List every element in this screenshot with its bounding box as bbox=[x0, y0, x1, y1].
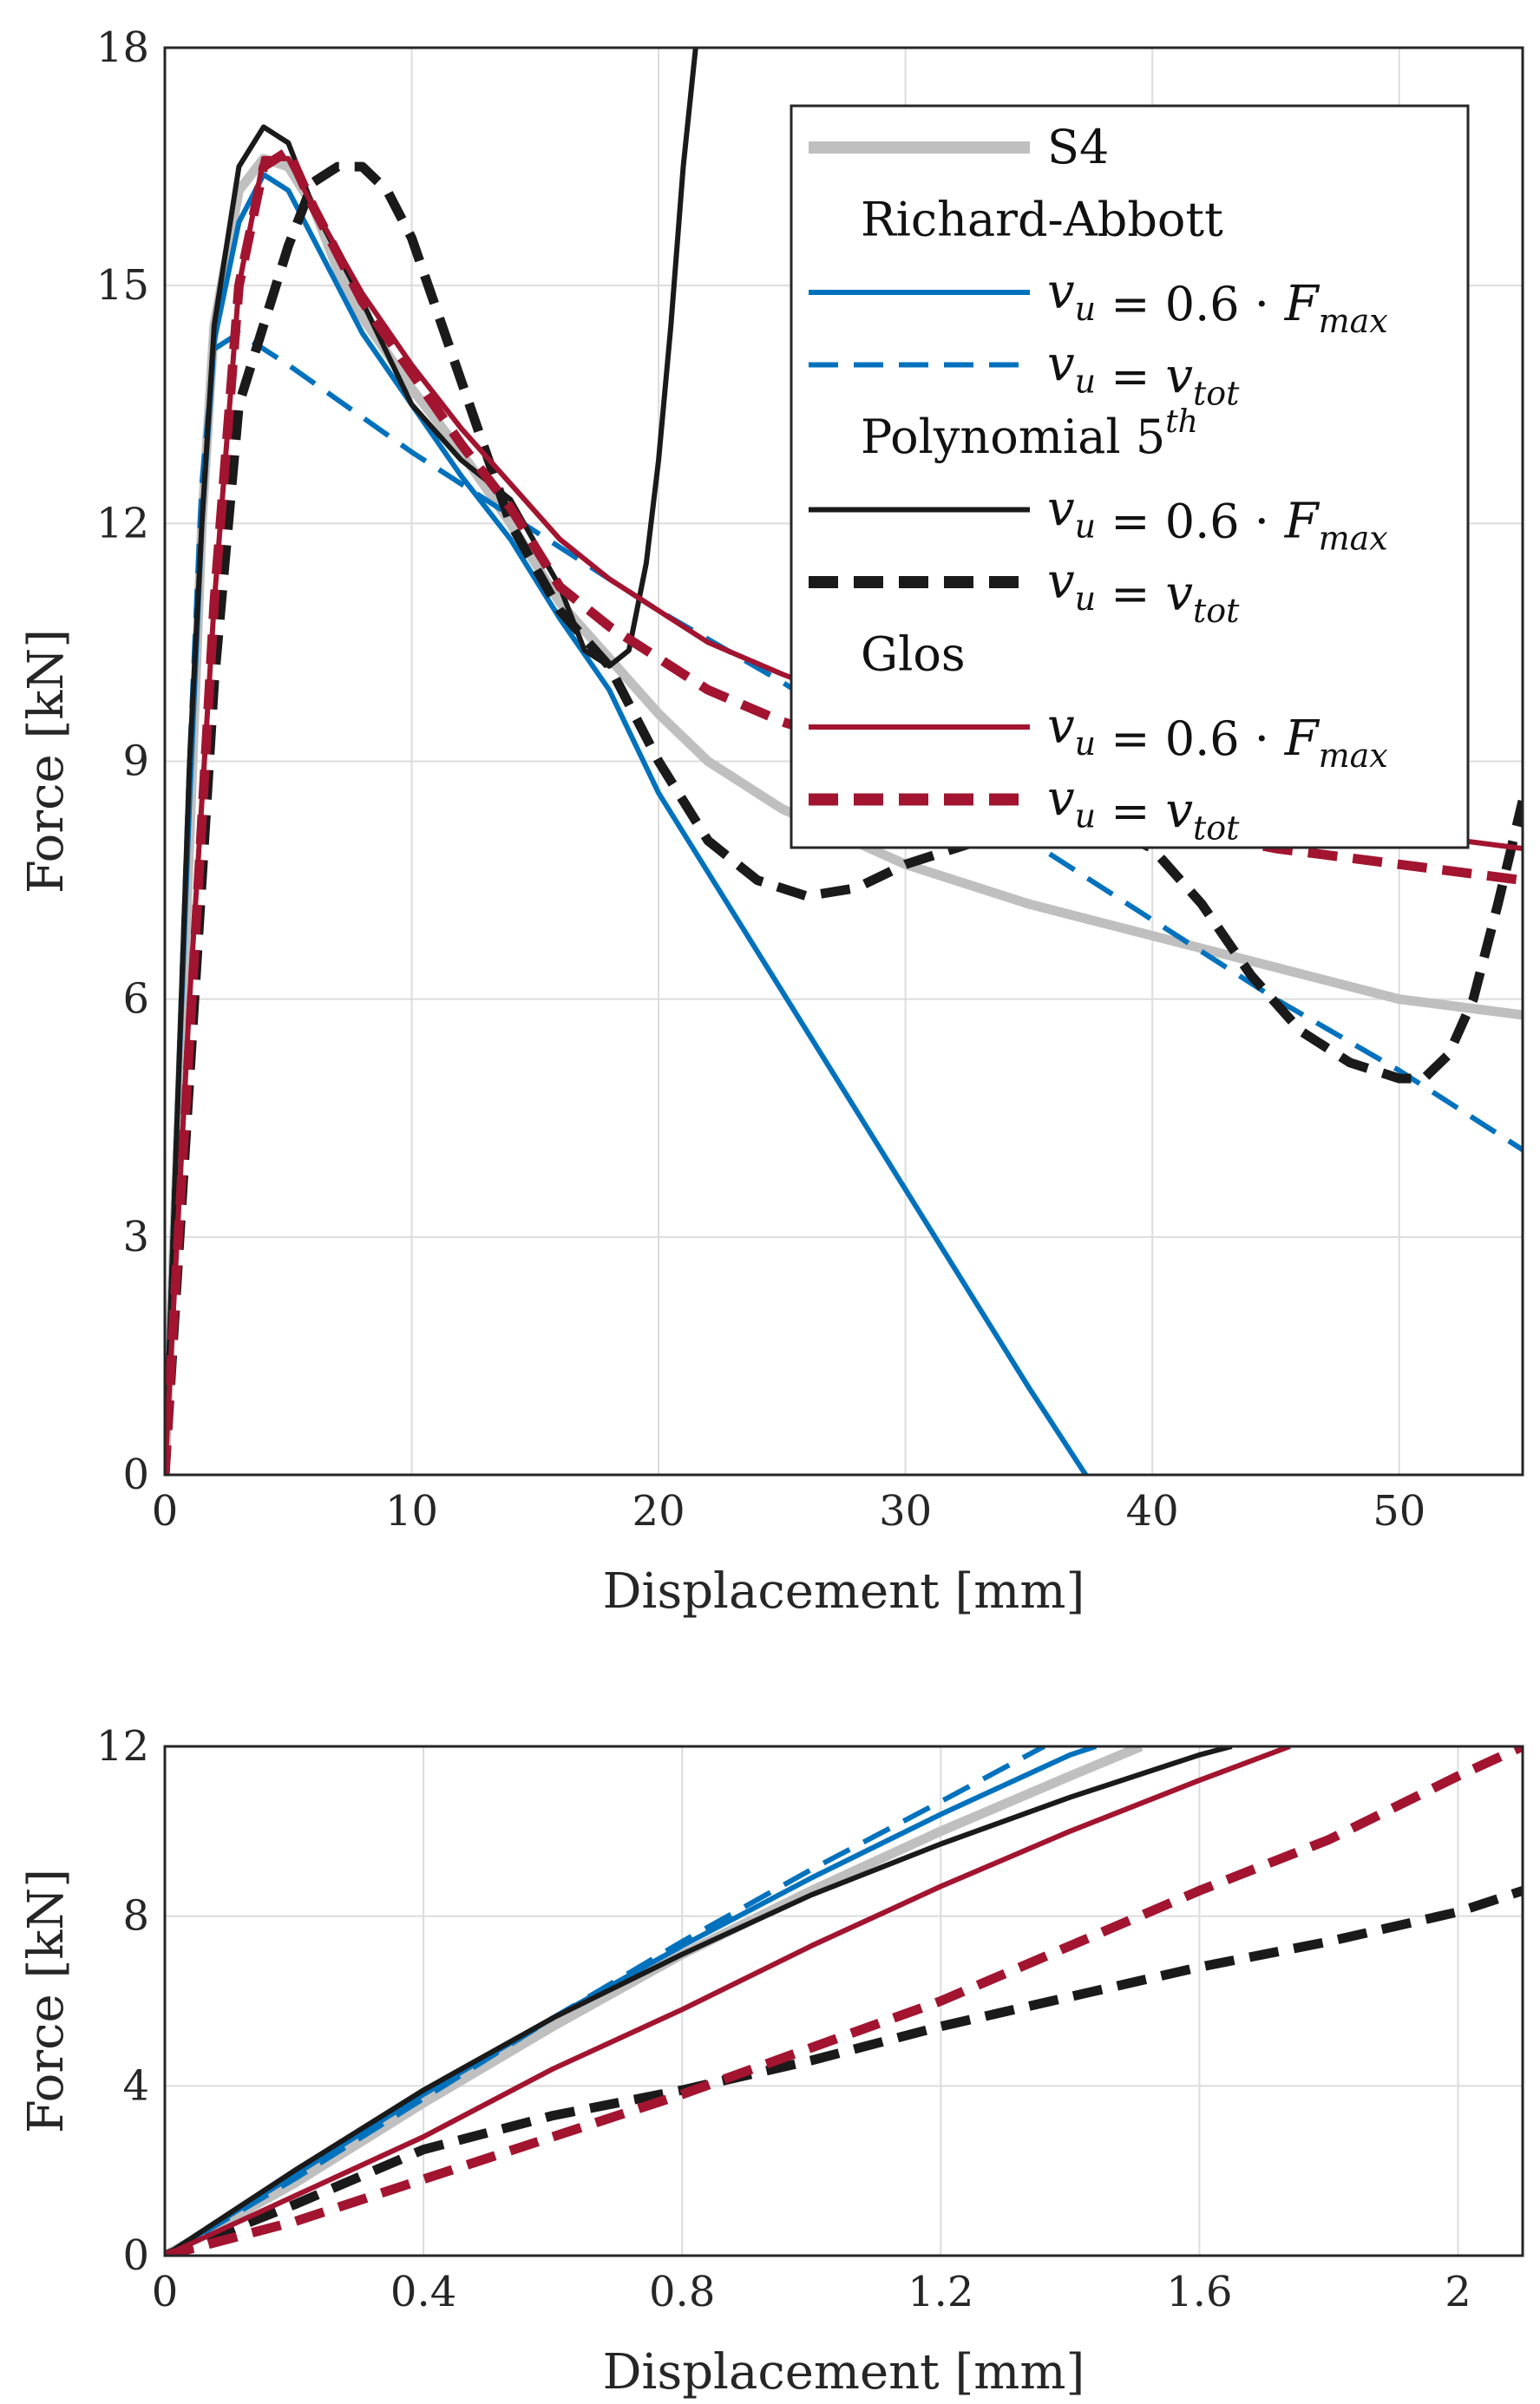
legend-heading: Polynomial 5th bbox=[861, 404, 1198, 464]
y-tick-label: 0 bbox=[122, 2231, 149, 2280]
math-token: = bbox=[1096, 277, 1150, 331]
math-symbol: v bbox=[1047, 771, 1075, 828]
math-token: · bbox=[1240, 711, 1269, 766]
legend-heading: Richard-Abbott bbox=[861, 193, 1223, 247]
legend-box bbox=[790, 104, 1470, 849]
legend-entry-label: vu = 0.6 · Fmax bbox=[1047, 481, 1388, 558]
legend-entry-label: vu = vtot bbox=[1047, 337, 1240, 413]
math-subscript: max bbox=[1319, 520, 1388, 558]
series-line-2 bbox=[165, 1746, 1045, 2256]
series-lines bbox=[165, 1746, 1523, 2256]
legend-entry-label: vu = 0.6 · Fmax bbox=[1047, 698, 1388, 775]
series-line-3 bbox=[165, 48, 698, 1475]
legend-entry-label: vu = vtot bbox=[1047, 771, 1240, 848]
y-tick-label: 12 bbox=[96, 499, 149, 547]
x-tick-label: 0 bbox=[152, 1487, 179, 1536]
math-subscript: u bbox=[1075, 363, 1096, 401]
math-symbol: v bbox=[1047, 481, 1075, 538]
x-tick-label: 0.4 bbox=[390, 2268, 456, 2316]
legend-heading: Glos bbox=[861, 627, 966, 682]
math-subscript: tot bbox=[1193, 592, 1240, 630]
y-tick-label: 12 bbox=[96, 1722, 149, 1771]
plot-frame bbox=[163, 1745, 1524, 2257]
y-tick-label: 0 bbox=[122, 1451, 149, 1499]
y-tick-label: 15 bbox=[96, 261, 149, 310]
y-tick-label: 9 bbox=[122, 737, 149, 786]
series-line-5 bbox=[165, 1746, 1291, 2256]
math-token: = bbox=[1096, 711, 1150, 766]
math-subscript: u bbox=[1075, 724, 1096, 763]
math-subscript: u bbox=[1075, 290, 1096, 328]
x-tick-label: 0.8 bbox=[649, 2268, 715, 2316]
math-subscript: max bbox=[1319, 302, 1388, 340]
math-symbol: v bbox=[1047, 554, 1075, 610]
series-line-2 bbox=[165, 331, 1523, 1475]
math-subscript: u bbox=[1075, 797, 1096, 835]
y-tick-label: 8 bbox=[122, 1892, 149, 1941]
math-token: = bbox=[1096, 567, 1150, 621]
math-subscript: tot bbox=[1193, 375, 1240, 413]
zoom-force-displacement-chart: 0 0.4 0.8 1.2 1.6 2 0 4 8 12 Displacement [mm] Fo… bbox=[18, 1722, 1524, 2401]
plot-frame bbox=[163, 46, 1524, 1477]
series-line-1 bbox=[165, 1746, 1098, 2256]
legend-entry-label: S4 bbox=[1047, 120, 1109, 174]
y-tick-label: 3 bbox=[122, 1213, 149, 1261]
x-axis-label: Displacement [mm] bbox=[603, 1563, 1085, 1620]
math-symbol: F bbox=[1269, 711, 1320, 767]
math-token: = bbox=[1096, 495, 1150, 549]
math-symbol: v bbox=[1047, 337, 1075, 393]
y-tick-label: 4 bbox=[122, 2061, 149, 2110]
x-tick-label: 30 bbox=[879, 1487, 932, 1536]
x-tick-label: 0 bbox=[152, 2268, 179, 2316]
y-tick-label: 18 bbox=[96, 23, 149, 72]
math-symbol: F bbox=[1269, 494, 1320, 550]
math-subscript: max bbox=[1319, 737, 1388, 775]
math-symbol: v bbox=[1047, 698, 1075, 755]
tick-labels: 0 0.4 0.8 1.2 1.6 2 0 4 8 12 bbox=[96, 1722, 1471, 2316]
math-token: · bbox=[1240, 495, 1269, 549]
math-token: · bbox=[1240, 277, 1269, 331]
math-token: 0.6 bbox=[1150, 711, 1240, 766]
tick-labels: 0 10 20 30 40 50 0 3 6 9 12 15 18 bbox=[96, 23, 1425, 1536]
x-tick-label: 50 bbox=[1373, 1487, 1425, 1536]
math-token: = bbox=[1096, 784, 1150, 839]
series-line-6 bbox=[165, 1746, 1523, 2256]
series-line-4 bbox=[165, 1886, 1523, 2256]
legend-heading-superscript: th bbox=[1165, 404, 1198, 440]
math-symbol: v bbox=[1150, 566, 1194, 622]
y-tick-label: 6 bbox=[122, 975, 149, 1024]
x-tick-label: 1.6 bbox=[1166, 2268, 1232, 2316]
x-axis-label: Displacement [mm] bbox=[603, 2344, 1085, 2401]
math-token: 0.6 bbox=[1150, 495, 1240, 549]
legend-entry-label: vu = vtot bbox=[1047, 554, 1240, 630]
x-tick-label: 2 bbox=[1445, 2268, 1471, 2316]
math-symbol: v bbox=[1047, 264, 1075, 320]
math-subscript: tot bbox=[1193, 809, 1240, 848]
x-tick-label: 40 bbox=[1126, 1487, 1179, 1536]
series-line-3 bbox=[165, 1746, 1233, 2256]
series-line-4 bbox=[165, 161, 1523, 1475]
x-tick-label: 1.2 bbox=[908, 2268, 973, 2316]
math-subscript: u bbox=[1075, 580, 1096, 618]
legend-entry-label: vu = 0.6 · Fmax bbox=[1047, 264, 1388, 340]
math-symbol: v bbox=[1150, 783, 1194, 840]
math-token: 0.6 bbox=[1150, 277, 1240, 331]
math-subscript: u bbox=[1075, 508, 1096, 546]
x-tick-label: 20 bbox=[632, 1487, 685, 1536]
math-symbol: v bbox=[1150, 349, 1194, 405]
math-token: = bbox=[1096, 350, 1150, 404]
x-tick-label: 10 bbox=[385, 1487, 438, 1536]
math-symbol: F bbox=[1269, 276, 1320, 332]
y-axis-label: Force [kN] bbox=[18, 629, 75, 894]
y-axis-label: Force [kN] bbox=[18, 1869, 75, 2133]
